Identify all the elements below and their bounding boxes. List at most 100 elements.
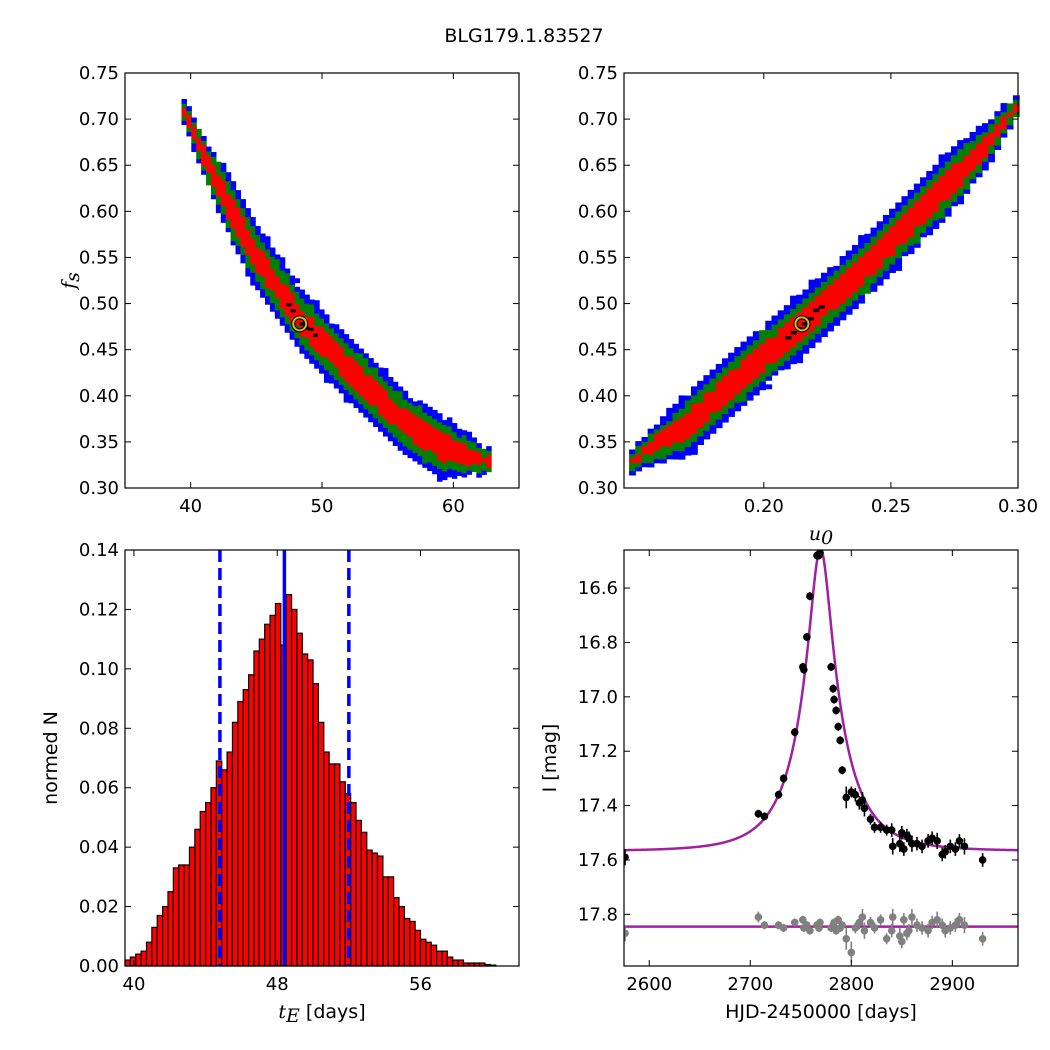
- density-cell: [728, 365, 735, 371]
- density-cell: [378, 414, 384, 420]
- density-cell: [783, 356, 791, 361]
- density-cell: [796, 345, 804, 351]
- density-cell: [215, 187, 222, 192]
- density-cell: [387, 436, 394, 442]
- density-cell: [338, 333, 345, 339]
- density-cell: [1000, 103, 1008, 108]
- hist-bar: [339, 781, 346, 967]
- density-cell: [353, 369, 359, 375]
- density-cell: [721, 388, 729, 393]
- density-cell: [920, 211, 927, 217]
- density-cell: [765, 363, 773, 369]
- density-cell: [181, 115, 187, 121]
- residual-point: [908, 913, 916, 921]
- density-cell: [181, 107, 187, 113]
- density-cell: [845, 267, 853, 273]
- density-cell: [348, 373, 355, 378]
- density-cell: [932, 177, 940, 183]
- best-fit-marker: [292, 316, 308, 332]
- density-cell: [882, 215, 890, 220]
- density-cell: [382, 410, 389, 416]
- density-cell: [901, 221, 909, 227]
- hist-bar: [274, 602, 282, 967]
- density-cell: [422, 420, 428, 426]
- density-cell: [245, 225, 251, 230]
- density-cell: [635, 462, 643, 468]
- residual-point: [847, 948, 856, 957]
- density-cell: [333, 328, 340, 334]
- density-cell: [402, 424, 409, 430]
- density-cell: [186, 106, 192, 111]
- density-cell: [245, 267, 251, 273]
- density-cell: [796, 349, 804, 355]
- density-cell: [882, 270, 890, 276]
- density-cell: [851, 249, 859, 254]
- density-cell: [230, 198, 237, 203]
- density-cell: [994, 128, 1002, 134]
- density-cell: [220, 213, 227, 219]
- density-cell: [975, 159, 983, 165]
- density-cell: [230, 189, 237, 195]
- x-tick-label: 50: [311, 496, 334, 517]
- density-cell: [851, 300, 859, 305]
- density-cell: [235, 241, 242, 246]
- density-cell: [728, 390, 735, 396]
- density-cell: [932, 219, 940, 225]
- y-tick-label: 0.14: [79, 540, 119, 561]
- density-cell: [358, 395, 364, 401]
- density-cell: [678, 403, 686, 409]
- density-cell: [932, 173, 940, 179]
- density-cell: [932, 202, 940, 208]
- density-cell: [734, 406, 742, 412]
- density-cell: [907, 236, 915, 242]
- density-cell: [250, 242, 256, 248]
- density-cell: [981, 161, 989, 167]
- density-cell: [279, 291, 286, 297]
- density-cell: [734, 376, 742, 382]
- density-cell: [461, 459, 468, 465]
- y-tick-label: 0.60: [578, 201, 618, 222]
- density-cell: [957, 195, 964, 201]
- density-cell: [920, 181, 927, 187]
- density-cell: [684, 395, 692, 401]
- density-cell: [660, 450, 667, 455]
- density-cell: [471, 437, 477, 443]
- density-cell: [907, 215, 915, 221]
- density-cell: [938, 171, 946, 177]
- density-cell: [709, 382, 717, 388]
- residual-points: [624, 908, 987, 964]
- density-cell: [269, 298, 276, 304]
- density-cell: [392, 381, 399, 387]
- density-cell: [353, 394, 359, 400]
- density-cell: [397, 411, 404, 417]
- density-cell-core: [813, 308, 820, 313]
- density-cell: [740, 375, 748, 381]
- density-cell: [882, 274, 890, 280]
- density-cell: [240, 245, 246, 251]
- density-cell: [235, 194, 242, 200]
- density-cell: [294, 337, 301, 343]
- density-cell: [476, 460, 482, 465]
- density-cell: [250, 267, 256, 273]
- density-cell: [255, 272, 261, 278]
- density-cell: [260, 250, 266, 256]
- density-cell: [808, 283, 816, 289]
- density-cell: [397, 424, 404, 430]
- density-cell: [378, 397, 384, 403]
- density-cell: [461, 455, 468, 461]
- density-cell: [446, 417, 453, 423]
- density-cell: [765, 346, 773, 352]
- density-cell: [864, 276, 872, 282]
- density-cell: [407, 423, 414, 429]
- density-cell: [666, 450, 674, 456]
- density-cell: [245, 263, 251, 269]
- density-cell: [225, 197, 232, 203]
- density-cell: [858, 243, 865, 249]
- density-cell: [456, 462, 463, 468]
- density-cell: [715, 385, 723, 390]
- density-cell: [864, 267, 872, 273]
- density-cell: [777, 314, 785, 320]
- density-cell: [314, 359, 320, 365]
- density-cell: [641, 437, 649, 442]
- density-cell: [647, 462, 655, 468]
